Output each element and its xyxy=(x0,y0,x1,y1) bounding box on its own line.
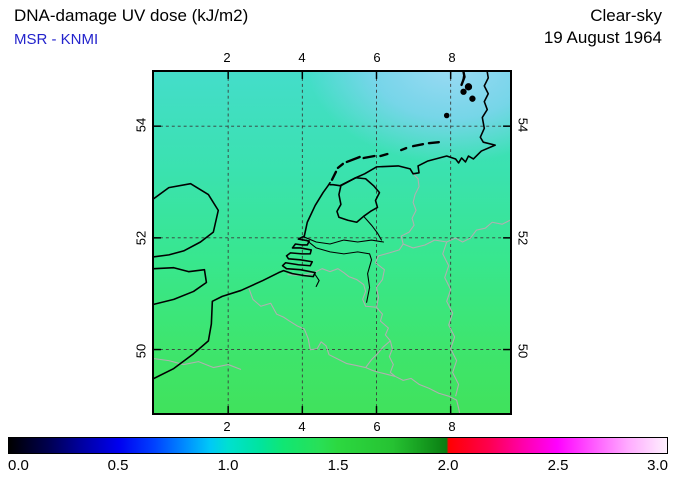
rivers xyxy=(303,215,384,303)
sylt-island xyxy=(460,72,466,87)
colorbar-label: 0.0 xyxy=(8,457,29,474)
sky-condition-label: Clear-sky xyxy=(590,6,662,25)
wangerooge-island xyxy=(427,140,440,145)
lat-tick-left: 54 xyxy=(133,117,149,133)
lat-tick-left: 50 xyxy=(133,343,149,359)
river-rhine-waal xyxy=(303,236,384,245)
ameland-island xyxy=(362,154,376,160)
terschelling-island xyxy=(345,155,361,164)
helgoland-island xyxy=(443,112,450,119)
coast-england-kent xyxy=(154,266,208,306)
border-netherlands-germany xyxy=(374,173,420,308)
pellworm-island xyxy=(469,95,476,102)
islands xyxy=(330,72,476,181)
page-title: DNA-damage UV dose (kJ/m2) xyxy=(14,6,249,25)
amrum-island xyxy=(460,88,467,95)
colorbar-label: 1.5 xyxy=(327,457,349,474)
colorbar xyxy=(8,437,668,454)
date-label: 19 August 1964 xyxy=(543,28,662,47)
colorbar-label: 2.5 xyxy=(547,457,569,474)
country-borders xyxy=(154,173,510,413)
vlieland-island xyxy=(336,162,345,170)
lat-tick-left: 52 xyxy=(133,230,149,246)
border-germany-internal-2 xyxy=(442,241,460,397)
schiermonnikoog-island xyxy=(379,152,389,158)
border-france-internal xyxy=(154,358,242,371)
border-belgium-luxembourg xyxy=(365,340,391,368)
lon-tick-bottom: 2 xyxy=(223,419,231,434)
border-france-germany xyxy=(395,375,461,413)
border-germany-internal-1 xyxy=(402,219,510,249)
border-belgium-germany xyxy=(376,306,391,342)
map-frame xyxy=(152,70,512,415)
colorbar-label: 1.0 xyxy=(217,457,239,474)
coastlines xyxy=(154,72,496,380)
colorbar-label: 3.0 xyxy=(647,457,668,474)
frame-ticks xyxy=(154,72,510,413)
border-france-belgium xyxy=(248,288,366,369)
river-maas xyxy=(305,239,373,303)
lon-tick-bottom: 6 xyxy=(373,419,381,434)
lon-tick-bottom: 8 xyxy=(448,419,456,434)
lon-tick-top: 8 xyxy=(448,50,456,65)
lon-tick-bottom: 4 xyxy=(298,419,306,434)
data-source-label: MSR - KNMI xyxy=(14,31,99,48)
lon-tick-top: 6 xyxy=(373,50,381,65)
norderney-island xyxy=(411,142,425,148)
border-luxembourg-france xyxy=(365,367,396,377)
lon-tick-top: 4 xyxy=(298,50,306,65)
river-ijssel xyxy=(363,215,382,241)
lat-tick-right: 52 xyxy=(515,230,531,246)
colorbar-label: 0.5 xyxy=(107,457,129,474)
map-svg xyxy=(154,72,510,413)
coast-wadden-mainland xyxy=(329,72,496,187)
borkum-island xyxy=(400,146,408,152)
lat-tick-right: 50 xyxy=(515,343,531,359)
texel-island xyxy=(330,170,338,181)
colorbar-label: 2.0 xyxy=(437,457,459,474)
lat-tick-right: 54 xyxy=(515,117,531,133)
river-scheldt xyxy=(314,274,320,288)
border-luxembourg-germany xyxy=(388,340,396,377)
lon-tick-top: 2 xyxy=(223,50,231,65)
foehr-island xyxy=(464,83,473,91)
coast-england-eastanglia xyxy=(154,182,220,258)
coast-ijsselmeer xyxy=(336,176,381,224)
